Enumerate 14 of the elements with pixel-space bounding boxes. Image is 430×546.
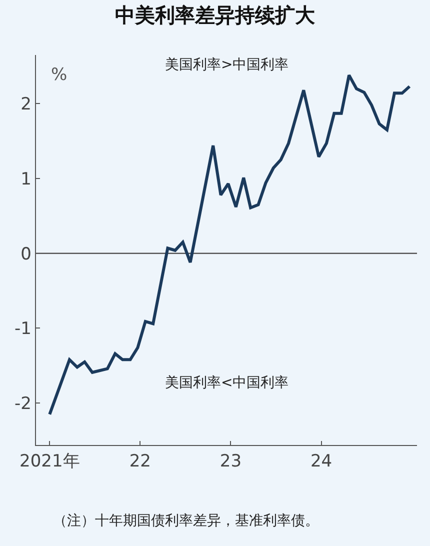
- text: （注）十年期国债利率差异，基准利率债。: [53, 513, 319, 529]
- y-tick-label: 0: [20, 244, 32, 264]
- annotation: 美国利率<中国利率: [165, 375, 289, 391]
- chart-title: 中美利率差异持续扩大: [115, 3, 316, 28]
- x-tick-label: 24: [310, 452, 332, 472]
- y-tick-label: -1: [14, 319, 32, 340]
- y-tick-label: 2: [20, 94, 32, 115]
- y-tick-label: -2: [14, 394, 32, 414]
- x-tick-label: 23: [220, 452, 242, 472]
- x-tick-label: 22: [129, 452, 151, 472]
- x-tick-label: 2021年: [20, 452, 80, 472]
- y-axis-title: %: [51, 65, 68, 85]
- annotation: 美国利率>中国利率: [165, 57, 289, 73]
- y-tick-label: 1: [20, 169, 32, 190]
